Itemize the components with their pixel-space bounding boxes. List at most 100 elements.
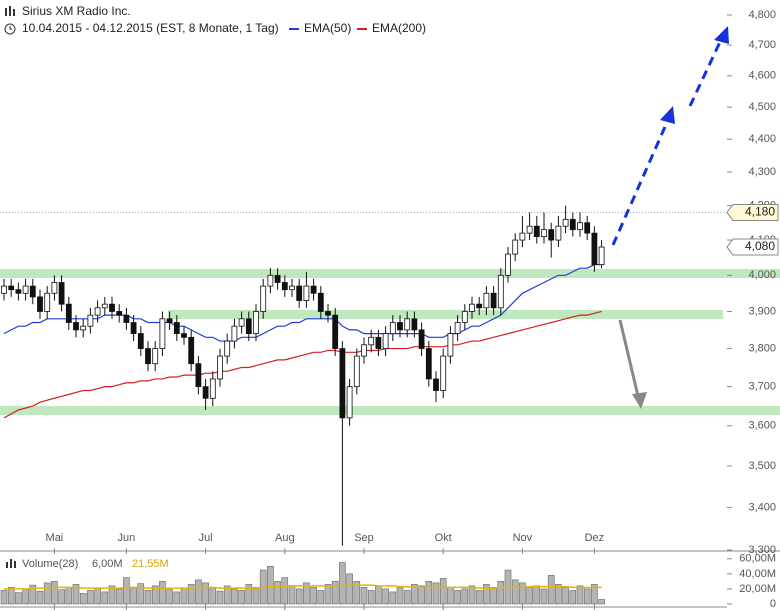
volume-bar: [418, 585, 425, 605]
y-tick-label: 3,500: [748, 460, 776, 472]
candle-body: [217, 355, 223, 380]
volume-bar: [432, 582, 440, 605]
header-icon: [5, 6, 15, 16]
candle-body: [433, 378, 439, 391]
candle-body: [512, 239, 519, 255]
candle-body: [260, 285, 267, 312]
candle-body: [94, 307, 101, 316]
candle-body: [188, 336, 195, 365]
volume-bar: [547, 575, 555, 605]
volume-bar: [317, 590, 325, 605]
candle-body: [490, 292, 497, 309]
y-tick-label: 4,800: [748, 9, 776, 21]
volume-bar: [396, 587, 404, 605]
candle-body: [569, 218, 576, 231]
forecast-arrow: [618, 319, 640, 397]
support-zone: [0, 269, 780, 278]
volume-bar: [569, 590, 577, 605]
y-tick-label: 3,900: [748, 305, 776, 317]
candle-body: [231, 325, 238, 342]
x-tick-label: Jun: [118, 532, 136, 544]
candle-body: [145, 348, 151, 365]
volume-bar: [43, 582, 51, 605]
volume-bar: [389, 591, 397, 605]
price-tag-label: 4,180: [745, 205, 775, 219]
y-tick-label: 4,600: [748, 70, 776, 82]
volume-bar: [519, 582, 526, 605]
volume-bar: [108, 585, 116, 605]
volume-bar: [526, 587, 533, 605]
legend-label: EMA(200): [372, 21, 426, 35]
volume-bar: [180, 587, 188, 605]
y-tick-label: 4,400: [748, 133, 776, 145]
candle-body: [440, 355, 447, 391]
volume-bar: [0, 590, 8, 605]
candle-body: [555, 225, 562, 241]
y-tick-label: 4,300: [748, 166, 776, 178]
volume-bar: [497, 581, 505, 605]
volume-average-line: [4, 584, 602, 590]
volume-bar: [295, 588, 303, 605]
volume-bar: [267, 566, 274, 605]
volume-bar: [274, 581, 281, 605]
volume-bar: [65, 587, 73, 605]
volume-bar: [101, 591, 109, 605]
volume-bar: [411, 584, 418, 605]
candle-body: [173, 322, 180, 335]
candle-body: [418, 329, 425, 349]
candle-body: [303, 285, 310, 301]
volume-bar: [439, 578, 447, 605]
volume-bar: [58, 589, 65, 605]
volume-bar: [353, 581, 361, 605]
candle-body: [361, 344, 367, 357]
candle-body: [389, 322, 396, 335]
x-tick-label: Mai: [46, 532, 64, 544]
volume-bar: [583, 588, 591, 605]
volume-bar: [511, 579, 519, 605]
candle-body: [37, 296, 43, 312]
legend-label: EMA(50): [304, 21, 351, 35]
volume-bar: [195, 579, 202, 605]
y-tick-label: 4,000: [748, 269, 776, 281]
volume-bar: [483, 584, 490, 605]
candle-body: [137, 333, 144, 349]
candle-body: [454, 322, 461, 335]
volume-bar: [29, 584, 37, 605]
y-tick-label: 4,700: [748, 39, 776, 51]
candle-body: [519, 232, 526, 241]
candle-body: [224, 340, 231, 357]
ema-line: [3, 310, 602, 419]
y-tick-label: 3,400: [748, 501, 776, 513]
volume-bar: [281, 577, 289, 605]
volume-bar: [151, 585, 159, 605]
volume-bar: [72, 584, 80, 605]
volume-tick-label: 0: [770, 598, 776, 610]
volume-bar: [15, 592, 22, 605]
volume-bar: [454, 590, 461, 605]
candle-body: [274, 274, 281, 283]
candle-body: [317, 292, 324, 312]
candle-body: [368, 336, 375, 346]
candle-body: [51, 282, 58, 294]
volume-bar: [555, 584, 562, 605]
candle-body: [253, 311, 259, 335]
volume-bar: [382, 588, 389, 605]
candle-body: [245, 318, 252, 335]
candle-body: [159, 318, 166, 349]
candle-body: [296, 285, 303, 301]
volume-bar: [209, 587, 217, 605]
candle-body: [404, 318, 411, 331]
plot-area: 3,300 3,400 3,500 3,600 3,700 3,800 3,900 4,000…: [0, 9, 779, 610]
volume-bar: [367, 590, 375, 605]
volume-bar: [216, 590, 224, 605]
candle-body: [598, 246, 605, 266]
x-tick-label: Jul: [199, 532, 213, 544]
candle-body: [8, 285, 15, 291]
candle-body: [209, 378, 216, 399]
candle-body: [152, 348, 159, 365]
candle-body: [447, 333, 454, 357]
volume-bar: [166, 589, 173, 605]
clock-icon: [9, 26, 12, 30]
price-tag: [726, 203, 779, 221]
